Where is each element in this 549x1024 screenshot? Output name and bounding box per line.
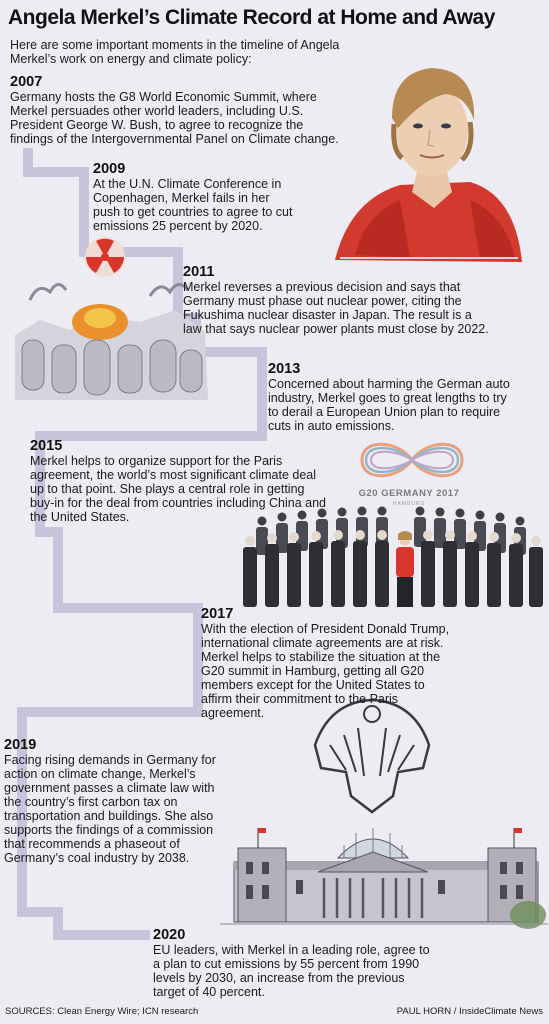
timeline-entry-2007: 2007 Germany hosts the G8 World Economic…: [10, 74, 340, 146]
sources-footer: SOURCES: Clean Energy Wire; ICN research: [5, 1006, 199, 1017]
intro-text: Here are some important moments in the t…: [10, 38, 340, 66]
timeline-year: 2015: [30, 438, 63, 454]
timeline-entry-2015: 2015 Merkel helps to organize support fo…: [30, 438, 330, 524]
timeline-text: At the U.N. Climate Conference in Copenh…: [93, 177, 293, 233]
timeline-entry-2009: 2009 At the U.N. Climate Conference in C…: [93, 161, 298, 233]
page-title: Angela Merkel’s Climate Record at Home a…: [8, 6, 495, 29]
timeline-entry-2013: 2013 Concerned about harming the German …: [268, 361, 516, 433]
credit-footer: PAUL HORN / InsideClimate News: [396, 1006, 543, 1017]
timeline-text: With the election of President Donald Tr…: [201, 622, 450, 720]
timeline-year: 2020: [153, 927, 186, 943]
timeline-text: Concerned about harming the German auto …: [268, 377, 510, 433]
timeline-year: 2011: [183, 264, 215, 280]
timeline-year: 2017: [201, 606, 234, 622]
g20-logo-text: G20 GERMANY 2017: [359, 488, 460, 499]
timeline-entry-2019: 2019 Facing rising demands in Germany fo…: [4, 737, 220, 865]
g20-group-illustration: [243, 506, 543, 607]
federal-eagle-illustration: [313, 698, 431, 814]
timeline-year: 2013: [268, 361, 301, 377]
timeline-text: Germany hosts the G8 World Economic Summ…: [10, 90, 339, 146]
merkel-portrait-illustration: [335, 68, 522, 262]
timeline-entry-2011: 2011 Merkel reverses a previous decision…: [183, 264, 493, 336]
timeline-text: Merkel helps to organize support for the…: [30, 454, 327, 524]
timeline-entry-2017: 2017 With the election of President Dona…: [201, 606, 453, 720]
timeline-year: 2007: [10, 74, 43, 90]
timeline-text: Facing rising demands in Germany for act…: [4, 753, 216, 865]
g20-logo-subtext: HAMBURG: [393, 501, 426, 507]
timeline-year: 2009: [93, 161, 126, 177]
timeline-year: 2019: [4, 737, 37, 753]
reichstag-building-illustration: [220, 828, 548, 929]
timeline-entry-2020: 2020 EU leaders, with Merkel in a leadin…: [153, 927, 433, 999]
nuclear-plant-illustration: [15, 237, 208, 400]
g20-logo: [360, 442, 464, 478]
timeline-text: Merkel reverses a previous decision and …: [183, 280, 489, 336]
timeline-text: EU leaders, with Merkel in a leading rol…: [153, 943, 430, 999]
